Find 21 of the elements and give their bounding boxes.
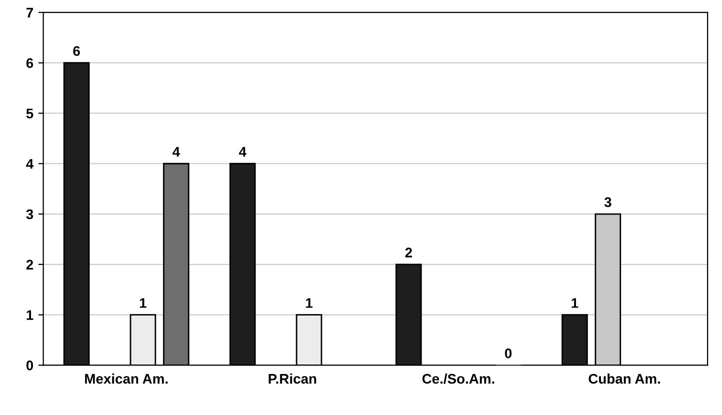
- data-label: 4: [172, 147, 180, 157]
- y-tick-label: 5: [26, 108, 34, 118]
- data-label: 2: [405, 248, 412, 258]
- y-tick-label: 4: [26, 159, 34, 169]
- y-tick-label: 0: [26, 360, 34, 370]
- x-tick-label: P.Rican: [268, 374, 316, 384]
- data-label: 6: [73, 46, 80, 56]
- y-tick-label: 6: [26, 58, 34, 68]
- data-label: 4: [238, 147, 246, 157]
- data-label: 1: [572, 298, 578, 308]
- x-tick-label: Ce./So.Am.: [422, 374, 494, 384]
- y-tick-label: 3: [26, 209, 34, 220]
- data-label: 1: [306, 298, 312, 308]
- data-label: 3: [604, 197, 612, 208]
- y-tick-label: 1: [26, 310, 34, 320]
- y-tick-label: 2: [26, 260, 34, 270]
- y-tick-label: 7: [26, 8, 33, 18]
- data-label: 0: [504, 348, 512, 358]
- data-label: 1: [140, 298, 146, 308]
- x-tick-label: Cuban Am.: [588, 374, 660, 384]
- x-tick-label: Mexican Am.: [85, 374, 168, 384]
